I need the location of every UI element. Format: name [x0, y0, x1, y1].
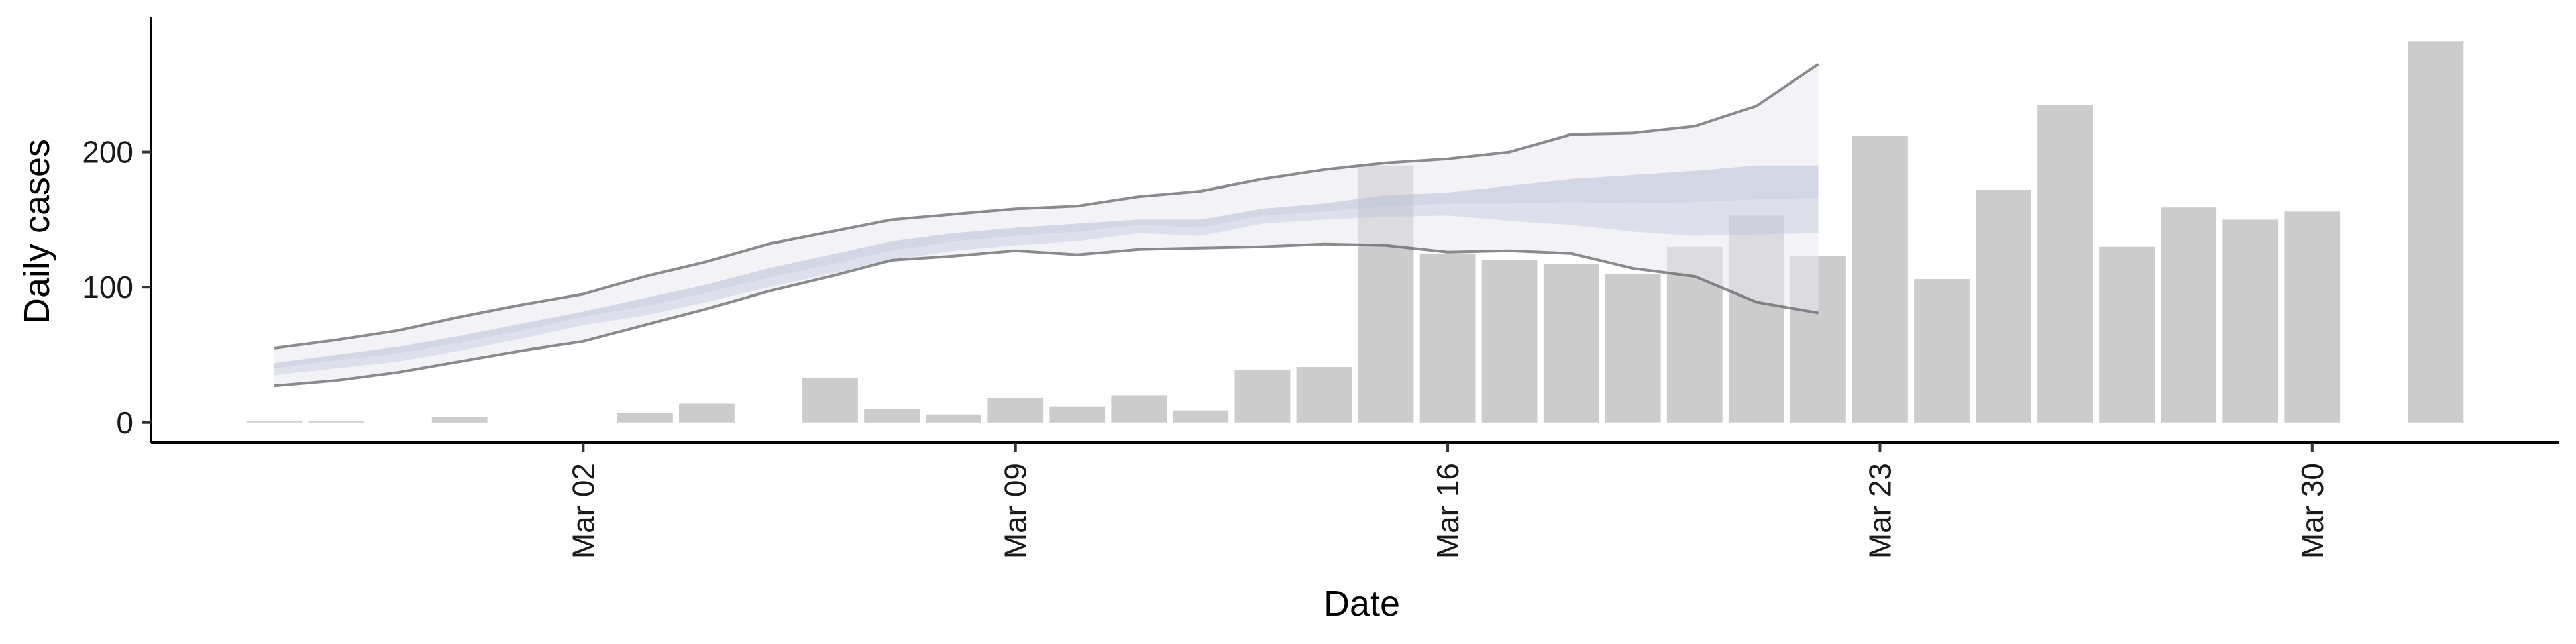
y-tick-label: 100 — [82, 270, 133, 305]
bar — [308, 421, 364, 423]
upper-bound-line — [274, 62, 1819, 350]
bar — [1173, 410, 1229, 423]
bar — [1481, 260, 1538, 423]
lower-bound-line — [274, 242, 1819, 388]
x-tick-label: Mar 23 — [1862, 463, 1897, 559]
bar — [2284, 211, 2341, 423]
bar — [1049, 406, 1106, 423]
x-tick-label: Mar 02 — [566, 463, 600, 559]
x-axis-title: Date — [1324, 584, 1400, 624]
bar — [246, 421, 303, 423]
estimate-lines — [274, 62, 1819, 388]
bar — [1605, 274, 1661, 423]
bar — [926, 414, 981, 423]
y-tick-label: 200 — [82, 135, 133, 170]
bar — [1419, 253, 1476, 423]
y-tick-label: 0 — [116, 405, 133, 440]
bar — [679, 403, 735, 423]
bar — [431, 417, 488, 423]
outer-interval-band — [274, 64, 1819, 386]
bar — [987, 398, 1044, 423]
axes: 0 100 200 Mar 02 Mar 09 Mar 16 Mar 23 Mar 30 — [82, 17, 2559, 559]
estimate-bands — [274, 64, 1819, 386]
x-tick-label: Mar 30 — [2295, 463, 2330, 559]
bar — [1111, 395, 1167, 423]
bar — [2161, 207, 2217, 423]
inner-interval-band — [274, 165, 1819, 369]
bar — [1543, 264, 1599, 423]
x-tick-label: Mar 16 — [1430, 463, 1465, 559]
bar — [1976, 190, 2031, 423]
bar — [617, 413, 673, 423]
bar — [2222, 219, 2279, 423]
y-axis-title: Daily cases — [17, 139, 57, 324]
bar — [802, 378, 858, 423]
bar — [1914, 279, 1970, 423]
bar — [864, 409, 920, 423]
bar — [1296, 367, 1352, 423]
bar — [1234, 370, 1291, 423]
middle-interval-band — [274, 165, 1819, 376]
bar — [2408, 41, 2464, 423]
bar — [2037, 105, 2093, 423]
bar — [1852, 136, 1908, 423]
bar — [2099, 246, 2155, 423]
x-tick-label: Mar 09 — [998, 463, 1033, 559]
